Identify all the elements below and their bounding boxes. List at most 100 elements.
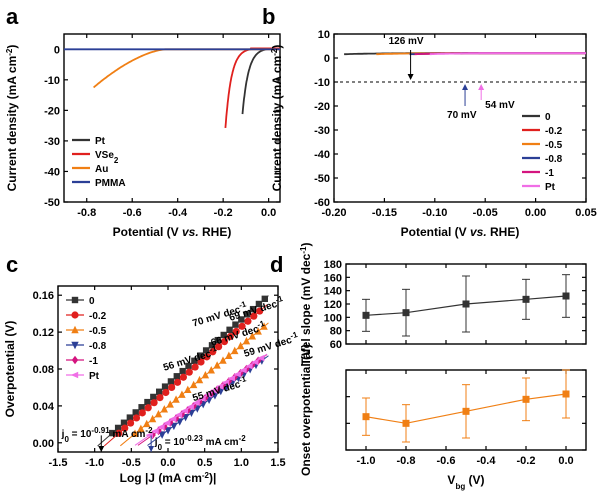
c-marker — [213, 361, 221, 369]
text-span: -2 — [239, 434, 247, 443]
c-marker — [164, 427, 172, 435]
text-span: ) — [299, 243, 313, 247]
b-x-tick-label: -0.20 — [321, 207, 346, 219]
c-marker — [244, 311, 251, 318]
text-span: cm — [270, 56, 284, 73]
b-x-title: Potential (V vs. RHE) — [401, 225, 520, 239]
c-marker — [148, 414, 157, 423]
d-marker — [402, 419, 410, 427]
c-marker — [209, 348, 217, 356]
c-marker — [151, 427, 159, 435]
b-y-tick-label: -50 — [314, 173, 330, 185]
a-series-au — [93, 48, 280, 89]
b-x-tick-label: -0.05 — [473, 207, 498, 219]
c-j0-arrowhead — [148, 446, 155, 452]
c-marker — [239, 367, 247, 374]
text-span: mA — [203, 437, 224, 448]
text-span: Onset overpotential (V) — [299, 344, 313, 476]
text-span: PMMA — [95, 178, 126, 189]
b-x-tick-label: -0.10 — [422, 207, 447, 219]
b-annotation-arrowhead — [462, 84, 469, 90]
b-y-tick-label: -60 — [314, 197, 330, 209]
text-span: vs. — [470, 225, 487, 239]
text-span: -0.91 — [91, 425, 110, 434]
b-annotation-54: 54 mV — [485, 100, 515, 111]
d-marker — [462, 300, 470, 308]
b-y-tick-label: 0 — [324, 53, 330, 65]
d-y0-tick-label: 80 — [330, 326, 342, 338]
text-span: Potential (V — [401, 225, 470, 239]
c-marker — [225, 351, 233, 359]
text-span: 0 — [158, 443, 163, 452]
d-x-tick-label: -0.4 — [477, 455, 497, 467]
c-marker — [132, 409, 139, 416]
c-marker — [236, 341, 245, 350]
a-x-title: Potential (V vs. RHE) — [113, 225, 232, 239]
c-marker — [150, 399, 158, 407]
c-marker — [191, 363, 199, 371]
c-marker — [233, 371, 241, 378]
c-marker — [210, 387, 218, 394]
text-span: )| — [209, 471, 216, 485]
a-y-tick-label: 0 — [54, 44, 60, 56]
c-marker — [202, 347, 210, 354]
text-span: -0.23 — [185, 434, 204, 443]
c-marker — [232, 321, 239, 328]
c-legend-label: -0.2 — [89, 311, 107, 322]
c-legend-marker — [71, 296, 79, 304]
c-legend-label: -0.5 — [89, 326, 107, 337]
c-marker — [138, 409, 146, 417]
d-x-tick-label: -0.6 — [437, 455, 456, 467]
c-marker — [260, 322, 268, 330]
text-span: = 10 — [162, 437, 185, 448]
c-legend-marker — [70, 371, 79, 379]
a-y-tick-label: -50 — [44, 197, 60, 209]
text-span: j — [154, 437, 158, 448]
text-span: j — [61, 429, 65, 440]
c-marker — [127, 419, 135, 427]
c-marker — [245, 362, 253, 370]
c-x-tick-label: 1.5 — [270, 457, 285, 469]
c-marker — [132, 414, 141, 422]
c-x-tick-label: -0.5 — [122, 457, 141, 469]
d-marker — [402, 309, 410, 317]
a-legend-label: PMMA — [95, 178, 126, 189]
c-marker — [158, 431, 166, 439]
text-span: -1 — [256, 318, 266, 329]
text-span: Current density (mA — [270, 73, 284, 191]
c-marker — [231, 346, 239, 355]
d-marker — [522, 395, 530, 403]
d-y0-tick-label: 160 — [324, 272, 342, 284]
text-span: cm — [185, 471, 202, 485]
c-marker — [186, 403, 194, 410]
c-y-tick-label: 0.12 — [33, 327, 54, 339]
c-marker — [185, 362, 192, 370]
c-marker — [179, 367, 186, 375]
c-marker — [168, 383, 176, 392]
d-marker — [362, 413, 370, 421]
c-marker — [250, 312, 258, 320]
text-span: 70 mV — [191, 309, 225, 329]
c-y-tick-label: 0.00 — [33, 438, 54, 450]
c-legend-label: Pt — [89, 371, 100, 382]
d-x-tick-label: 0.0 — [558, 455, 573, 467]
b-y-title: Current density (mA cm-2) — [270, 45, 285, 192]
text-span: 2 — [114, 156, 119, 165]
b-y-tick-label: -20 — [314, 101, 330, 113]
b-legend-label: -0.2 — [545, 126, 563, 137]
text-span: VSe — [95, 150, 114, 161]
a-y-tick-label: -30 — [44, 136, 60, 148]
c-marker — [226, 326, 233, 334]
a-legend-label: Pt — [95, 136, 106, 147]
a-x-tick-label: 0.0 — [261, 207, 276, 219]
c-y-tick-label: 0.08 — [33, 364, 54, 376]
d-x-tick-label: -1.0 — [357, 455, 376, 467]
b-legend-label: -0.8 — [545, 154, 563, 165]
c-marker — [163, 419, 171, 427]
b-y-tick-label: -40 — [314, 149, 330, 161]
c-marker — [114, 424, 122, 432]
c-marker — [156, 393, 164, 402]
c-j0-arrowhead — [98, 446, 105, 452]
c-legend-marker — [71, 325, 79, 334]
c-marker — [238, 322, 246, 330]
